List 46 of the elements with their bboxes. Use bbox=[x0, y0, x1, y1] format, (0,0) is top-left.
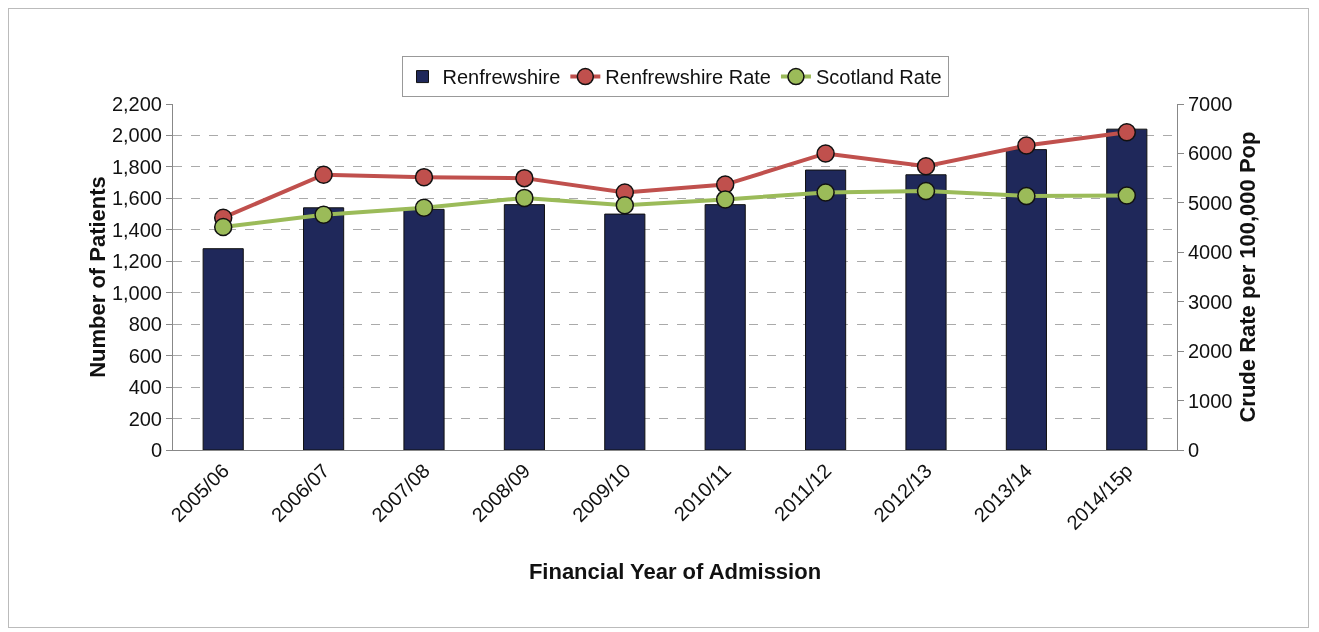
y-tick-label: 1,000 bbox=[111, 281, 162, 304]
y2-tick-label: 6000 bbox=[1188, 142, 1233, 165]
point bbox=[1017, 186, 1036, 206]
point bbox=[1117, 122, 1137, 142]
bar bbox=[303, 207, 345, 450]
y-tick-label: 1,800 bbox=[111, 155, 162, 178]
point bbox=[916, 157, 936, 176]
y-tick-label: 1,600 bbox=[111, 187, 162, 210]
y2-axis-title: Crude Rate per 100,000 Pop bbox=[1234, 131, 1260, 423]
y-tick-label: 1,400 bbox=[111, 218, 162, 241]
y-tick-label: 600 bbox=[128, 344, 162, 367]
y-tick-label: 2,200 bbox=[111, 93, 162, 115]
point bbox=[515, 188, 534, 208]
point bbox=[414, 167, 434, 187]
y2-tick-label: 2000 bbox=[1188, 340, 1233, 363]
y2-tick-label: 7000 bbox=[1188, 93, 1233, 115]
y2-tick-label: 1000 bbox=[1188, 389, 1233, 412]
point bbox=[515, 168, 534, 188]
y-tick-label: 800 bbox=[128, 313, 162, 336]
x-axis-title: Financial Year of Admission bbox=[528, 558, 822, 584]
y-tick-label: 400 bbox=[128, 376, 162, 399]
bar bbox=[202, 248, 244, 450]
y2-tick-label: 0 bbox=[1188, 439, 1200, 461]
point bbox=[1017, 136, 1036, 155]
bar bbox=[805, 169, 847, 450]
point bbox=[1117, 186, 1137, 205]
legend-label: Renfrewshire Rate bbox=[605, 66, 771, 89]
point bbox=[314, 165, 333, 184]
legend-label: Renfrewshire bbox=[442, 66, 561, 89]
point bbox=[816, 183, 835, 202]
y-tick-label: 2,000 bbox=[111, 124, 162, 147]
y2-tick-label: 3000 bbox=[1188, 290, 1233, 313]
point bbox=[916, 181, 936, 201]
point bbox=[816, 144, 835, 163]
y-tick-label: 200 bbox=[128, 407, 162, 430]
y-axis-title: Number of Patients bbox=[84, 176, 110, 378]
y2-tick-label: 4000 bbox=[1188, 241, 1233, 264]
y-tick-label: 1,200 bbox=[111, 250, 162, 273]
point bbox=[615, 196, 635, 215]
point bbox=[314, 205, 333, 224]
point bbox=[715, 190, 735, 209]
point bbox=[414, 198, 434, 218]
point bbox=[213, 217, 233, 237]
y2-tick-label: 5000 bbox=[1188, 191, 1233, 214]
legend-label: Scotland Rate bbox=[815, 66, 942, 89]
y-tick-label: 0 bbox=[150, 439, 162, 461]
